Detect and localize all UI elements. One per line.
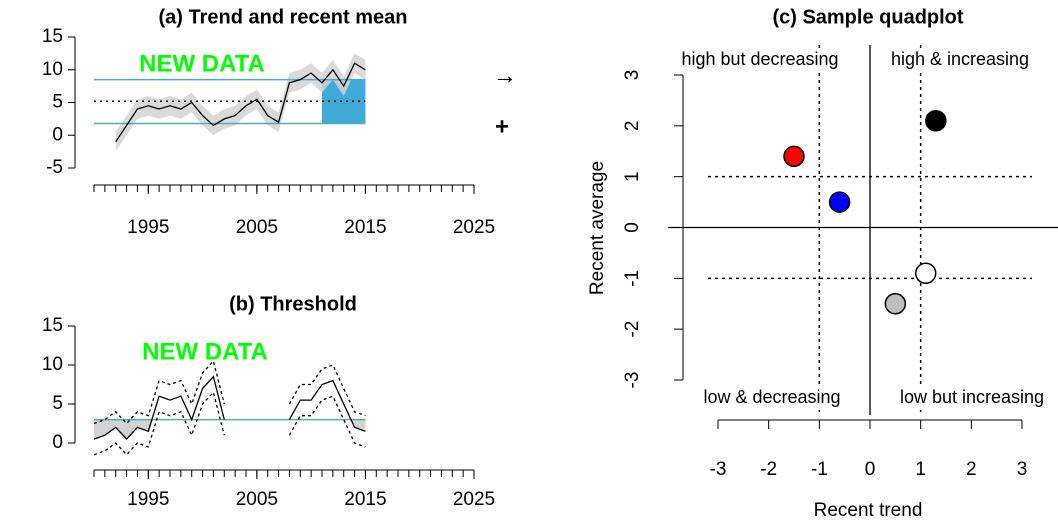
x-tick-label: 3: [1017, 459, 1028, 480]
x-tick-label: 2015: [344, 489, 386, 510]
label-bg: [884, 386, 1058, 410]
quadrant-label: high but decreasing: [681, 49, 838, 69]
quadrant-label: high & increasing: [891, 49, 1029, 69]
arrow: →: [493, 62, 517, 89]
y-tick-label: 2: [622, 121, 643, 132]
y-tick-label: 15: [42, 26, 63, 47]
y-tick-label: 10: [42, 354, 63, 375]
point: [783, 145, 805, 168]
trend-line: [115, 62, 366, 143]
y-tick-label: -5: [46, 157, 63, 178]
x-tick-label: 1995: [127, 217, 169, 238]
x-tick-label: 1: [915, 459, 926, 480]
y-tick-label: 10: [42, 59, 63, 80]
annotation: NEW DATA: [139, 50, 265, 77]
point: [914, 262, 937, 284]
x-tick-label: 2025: [453, 217, 495, 238]
quadrant-label: low & decreasing: [703, 387, 840, 407]
x-tick-label: -2: [760, 459, 777, 480]
y-tick-label: 0: [52, 432, 63, 453]
y-tick-label: -2: [622, 321, 643, 338]
chart-title: (a) Trend and recent mean: [159, 6, 408, 28]
x-tick-label: -3: [710, 459, 727, 480]
x-axis-label: Recent trend: [814, 500, 923, 521]
point: [884, 293, 907, 315]
lower-bound: [93, 390, 366, 456]
label-bg: [684, 386, 860, 410]
x-tick-label: 2025: [453, 489, 495, 510]
label-bg: [672, 48, 848, 72]
x-tick-label: 0: [865, 459, 876, 480]
x-tick-label: 2: [966, 459, 977, 480]
y-tick-label: 5: [52, 92, 63, 113]
point: [828, 191, 851, 213]
trend-line: [93, 375, 366, 441]
y-tick-label: 0: [622, 222, 643, 233]
y-tick-label: 1: [622, 171, 643, 182]
x-tick-label: 2005: [236, 217, 278, 238]
y-tick-label: -1: [622, 270, 643, 287]
chart-title: (b) Threshold: [229, 293, 357, 315]
x-tick-label: 2005: [236, 489, 278, 510]
x-tick-label: 2015: [344, 217, 386, 238]
y-axis-label: Recent average: [587, 161, 608, 295]
x-tick-label: -1: [811, 459, 828, 480]
y-tick-label: -3: [622, 372, 643, 389]
label-bg: [872, 48, 1048, 72]
y-tick-label: 5: [52, 393, 63, 414]
upper-bound: [93, 359, 366, 425]
y-tick-label: 15: [42, 315, 63, 336]
point: [925, 110, 947, 132]
annotation: NEW DATA: [142, 338, 268, 365]
y-tick-label: 0: [52, 124, 63, 145]
y-tick-label: 3: [622, 70, 643, 81]
plus: +: [495, 113, 509, 140]
x-tick-label: 1995: [127, 489, 169, 510]
chart-title: (c) Sample quadplot: [772, 6, 963, 28]
quadrant-label: low but increasing: [900, 387, 1044, 407]
